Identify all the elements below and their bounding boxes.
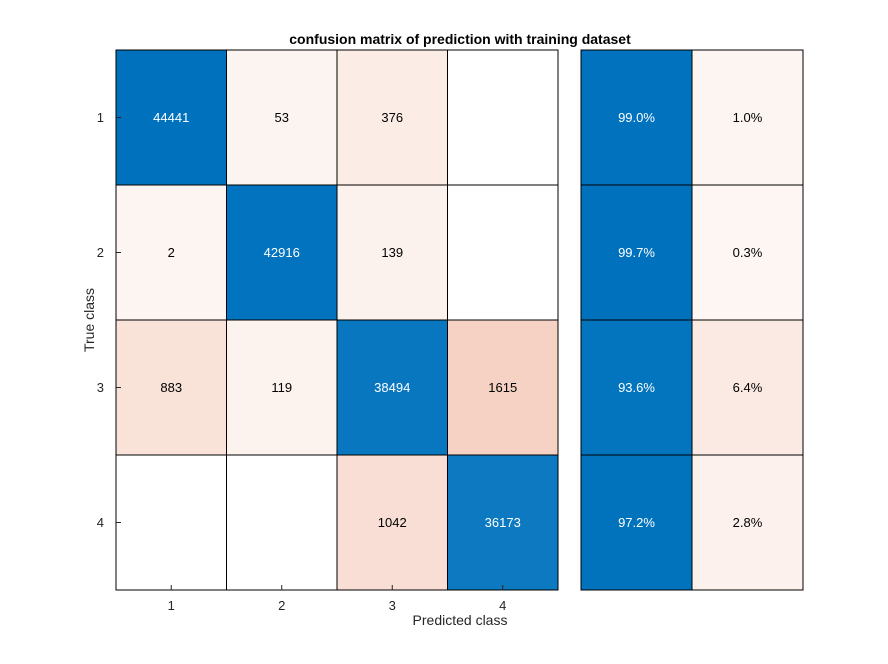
summary-cell-value: 0.3% xyxy=(733,245,763,260)
summary-cell-value: 99.0% xyxy=(618,110,655,125)
summary-cell-value: 93.6% xyxy=(618,380,655,395)
matrix-cell xyxy=(226,184,338,321)
summary-cell xyxy=(691,319,804,456)
summary-cell-value: 99.7% xyxy=(618,245,655,260)
summary-cell xyxy=(580,319,693,456)
matrix-cell xyxy=(226,319,338,456)
matrix-cell-value: 139 xyxy=(381,245,403,260)
matrix-cell xyxy=(447,319,559,456)
summary-cell-value: 2.8% xyxy=(733,515,763,530)
summary-cell-value: 1.0% xyxy=(733,110,763,125)
axis-ticks: 1 2 3 4 1 2 3 4 xyxy=(97,110,507,613)
summary-cell-value: 6.4% xyxy=(733,380,763,395)
summary-cell xyxy=(580,184,693,321)
matrix-cell-value: 36173 xyxy=(485,515,521,530)
matrix-cell xyxy=(115,184,227,321)
matrix-cell-value: 1042 xyxy=(378,515,407,530)
x-tick-label: 3 xyxy=(389,598,396,613)
matrix-cell xyxy=(115,49,227,186)
x-tick-label: 4 xyxy=(499,598,506,613)
matrix-cell-value: 42916 xyxy=(264,245,300,260)
matrix-cell-value: 376 xyxy=(381,110,403,125)
summary-cell xyxy=(691,184,804,321)
y-axis-label: True class xyxy=(81,288,97,352)
matrix-cell xyxy=(336,49,448,186)
y-tick-label: 3 xyxy=(97,380,104,395)
x-tick-label: 1 xyxy=(168,598,175,613)
matrix-cell-value: 44441 xyxy=(153,110,189,125)
matrix-cell-value: 883 xyxy=(160,380,182,395)
summary-cell-value: 97.2% xyxy=(618,515,655,530)
row-summary-matrix: 99.0% 1.0% 99.7% 0.3% 93.6% 6.4% 97.2% 2.8% xyxy=(580,49,804,591)
summary-cell xyxy=(580,454,693,591)
matrix-cell xyxy=(447,49,559,186)
y-tick-label: 1 xyxy=(97,110,104,125)
summary-cell xyxy=(691,49,804,186)
matrix-cell-value: 53 xyxy=(275,110,289,125)
matrix-cell xyxy=(226,49,338,186)
matrix-cell xyxy=(336,184,448,321)
matrix-cell xyxy=(447,454,559,591)
summary-cell xyxy=(691,454,804,591)
matrix-cell xyxy=(447,184,559,321)
y-tick-label: 4 xyxy=(97,515,104,530)
matrix-cell-value: 1615 xyxy=(488,380,517,395)
x-tick-label: 2 xyxy=(278,598,285,613)
matrix-cell-value: 119 xyxy=(271,380,292,395)
x-axis-label: Predicted class xyxy=(413,612,508,628)
main-matrix: 44441 53 376 2 42916 139 883 119 38494 1615 1042 36… xyxy=(115,49,559,591)
matrix-cell xyxy=(115,454,227,591)
y-tick-label: 2 xyxy=(97,245,104,260)
chart-title: confusion matrix of prediction with trai… xyxy=(289,31,631,47)
matrix-cell-value: 38494 xyxy=(374,380,410,395)
matrix-cell xyxy=(226,454,338,591)
matrix-cell-value: 2 xyxy=(168,245,175,260)
summary-cell xyxy=(580,49,693,186)
